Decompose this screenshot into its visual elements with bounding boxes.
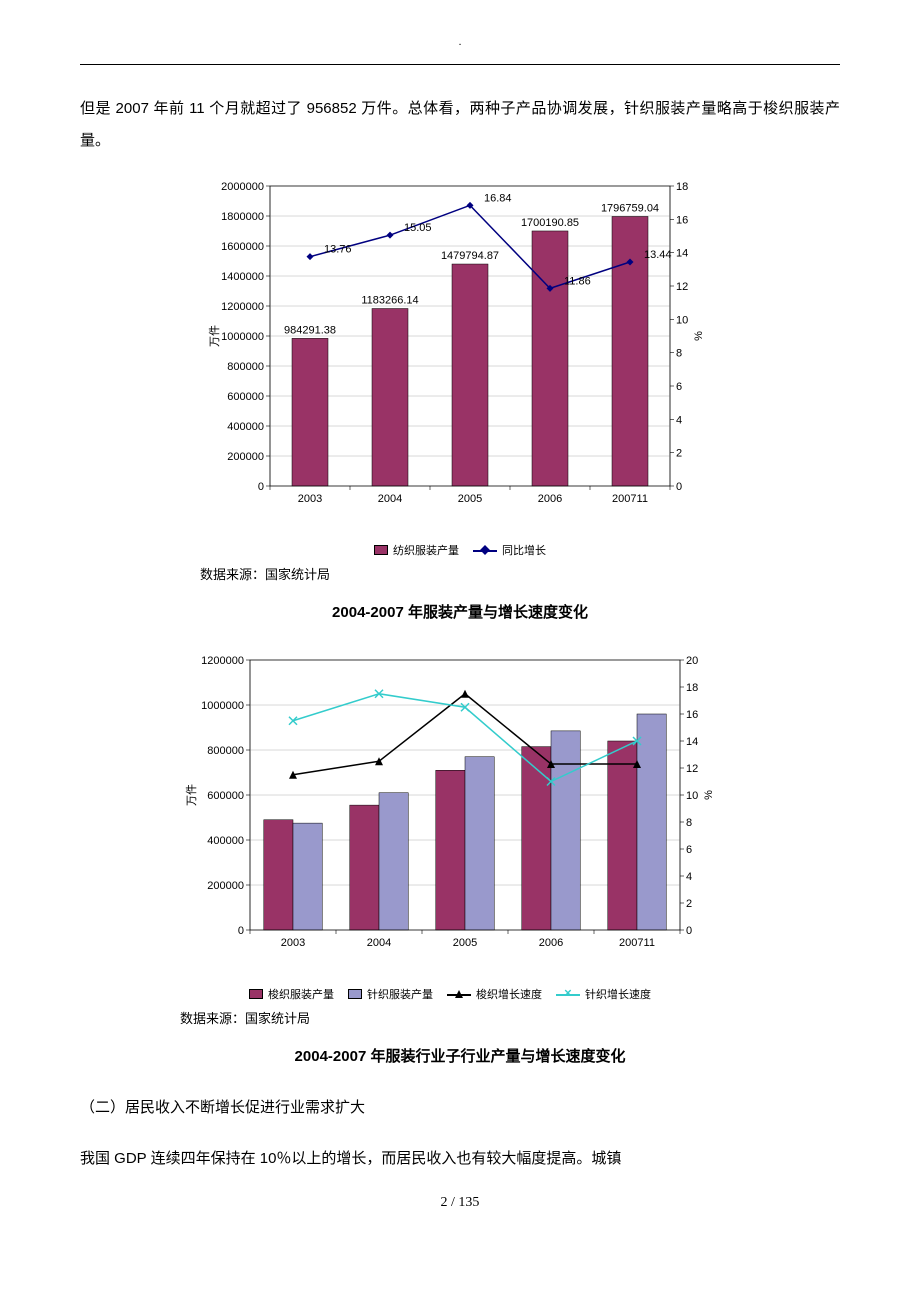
- svg-text:2003: 2003: [281, 937, 305, 949]
- svg-text:1700190.85: 1700190.85: [521, 217, 579, 229]
- page-number: 2 / 135: [80, 1195, 840, 1211]
- svg-text:2004: 2004: [378, 493, 402, 505]
- svg-text:0: 0: [676, 481, 682, 493]
- svg-text:800000: 800000: [227, 361, 264, 373]
- svg-text:%: %: [693, 331, 705, 341]
- svg-text:2005: 2005: [453, 937, 477, 949]
- svg-text:20: 20: [686, 655, 698, 667]
- svg-text:14: 14: [686, 736, 698, 748]
- paragraph-2: 我国 GDP 连续四年保持在 10％以上的增长，而居民收入也有较大幅度提高。城镇: [80, 1143, 840, 1175]
- chart-1-legend: 纺织服装产量同比增长: [200, 542, 720, 558]
- svg-text:1000000: 1000000: [201, 700, 244, 712]
- svg-text:万件: 万件: [185, 784, 198, 806]
- svg-text:4: 4: [686, 871, 692, 883]
- svg-text:15.05: 15.05: [404, 222, 432, 234]
- svg-text:8: 8: [686, 817, 692, 829]
- chart-1-source: 数据来源：国家统计局: [200, 564, 840, 583]
- chart-1-svg: 0 200000 400000 600000 800000 1000000 1200000 1…: [200, 176, 720, 536]
- svg-text:200000: 200000: [227, 451, 264, 463]
- svg-text:1400000: 1400000: [221, 271, 264, 283]
- svg-text:2005: 2005: [458, 493, 482, 505]
- top-rule: [80, 64, 840, 65]
- chart-2-title: 2004-2007 年服装行业子行业产量与增长速度变化: [80, 1045, 840, 1066]
- svg-text:11.86: 11.86: [564, 275, 591, 287]
- svg-text:1800000: 1800000: [221, 211, 264, 223]
- svg-text:2000000: 2000000: [221, 181, 264, 193]
- svg-text:万件: 万件: [208, 325, 221, 347]
- paragraph-1: 但是 2007 年前 11 个月就超过了 956852 万件。总体看，两种子产品…: [80, 93, 840, 156]
- svg-text:2004: 2004: [367, 937, 391, 949]
- svg-text:%: %: [703, 790, 715, 800]
- svg-text:984291.38: 984291.38: [284, 324, 336, 336]
- svg-text:600000: 600000: [207, 790, 244, 802]
- svg-text:1000000: 1000000: [221, 331, 264, 343]
- svg-text:400000: 400000: [207, 835, 244, 847]
- svg-text:0: 0: [238, 925, 244, 937]
- svg-text:400000: 400000: [227, 421, 264, 433]
- svg-text:1479794.87: 1479794.87: [441, 250, 499, 262]
- header-dot: .: [458, 36, 461, 48]
- svg-text:800000: 800000: [207, 745, 244, 757]
- svg-text:1200000: 1200000: [221, 301, 264, 313]
- svg-text:6: 6: [676, 381, 682, 393]
- svg-text:200711: 200711: [612, 493, 648, 505]
- svg-text:16: 16: [686, 709, 698, 721]
- svg-text:18: 18: [676, 181, 688, 193]
- svg-text:2006: 2006: [539, 937, 563, 949]
- chart-2: 0 200000 400000 600000 800000 1000000 1200000 0…: [180, 650, 720, 1002]
- svg-text:8: 8: [676, 348, 682, 360]
- chart-2-svg: 0 200000 400000 600000 800000 1000000 1200000 0…: [180, 650, 740, 980]
- svg-text:13.76: 13.76: [324, 244, 352, 256]
- svg-text:18: 18: [686, 682, 698, 694]
- chart-2-legend: 梭织服装产量针织服装产量梭织增长速度✕针织增长速度: [180, 986, 720, 1002]
- svg-text:14: 14: [676, 248, 688, 260]
- svg-text:2: 2: [676, 448, 682, 460]
- svg-text:12: 12: [676, 281, 688, 293]
- section-heading: （二）居民收入不断增长促进行业需求扩大: [80, 1096, 840, 1117]
- chart-1: 0 200000 400000 600000 800000 1000000 1200000 1…: [200, 176, 720, 558]
- svg-text:12: 12: [686, 763, 698, 775]
- svg-text:1796759.04: 1796759.04: [601, 202, 659, 214]
- svg-text:0: 0: [686, 925, 692, 937]
- svg-text:2006: 2006: [538, 493, 562, 505]
- svg-text:4: 4: [676, 414, 682, 426]
- page: . 但是 2007 年前 11 个月就超过了 956852 万件。总体看，两种子…: [0, 0, 920, 1241]
- svg-text:2003: 2003: [298, 493, 322, 505]
- svg-text:16.84: 16.84: [484, 192, 512, 204]
- svg-text:200711: 200711: [619, 937, 655, 949]
- svg-text:10: 10: [676, 314, 688, 326]
- svg-text:1183266.14: 1183266.14: [361, 295, 418, 307]
- chart-2-source: 数据来源：国家统计局: [180, 1008, 840, 1027]
- svg-text:0: 0: [258, 481, 264, 493]
- chart-1-title: 2004-2007 年服装产量与增长速度变化: [80, 601, 840, 622]
- svg-text:1200000: 1200000: [201, 655, 244, 667]
- svg-text:600000: 600000: [227, 391, 264, 403]
- svg-text:2: 2: [686, 898, 692, 910]
- svg-text:1600000: 1600000: [221, 241, 264, 253]
- svg-text:16: 16: [676, 214, 688, 226]
- svg-text:6: 6: [686, 844, 692, 856]
- svg-text:200000: 200000: [207, 880, 244, 892]
- svg-text:13.44: 13.44: [644, 249, 672, 261]
- svg-text:10: 10: [686, 790, 698, 802]
